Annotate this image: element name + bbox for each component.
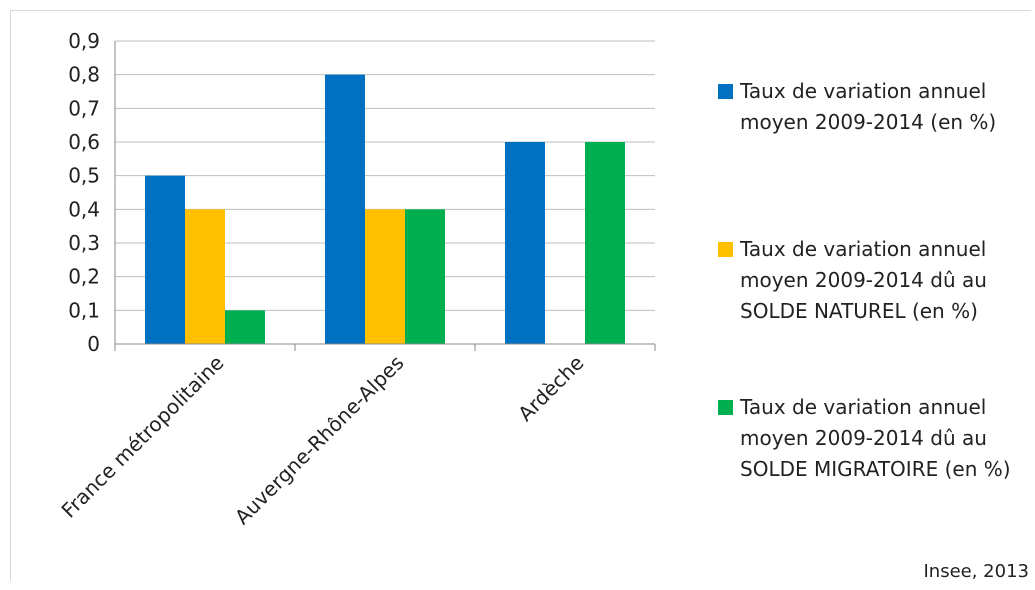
y-tick-labels: 0 0,1 0,2 0,3 0,4 0,5 0,6 0,7 0,8 0,9: [68, 29, 100, 356]
bar-series-2-0: [185, 209, 225, 344]
y-tick-label: 0: [87, 332, 100, 356]
legend-swatch-yellow: [718, 242, 733, 257]
bar-series-1-1: [325, 74, 365, 345]
y-tick-label: 0,6: [68, 130, 100, 154]
bars: [145, 74, 625, 345]
x-tick-label: Auvergne-Rhône-Alpes: [230, 351, 409, 530]
legend-item-series-2: Taux de variation annuel moyen 2009-2014…: [718, 234, 1035, 327]
axes: [114, 41, 656, 351]
legend-label-series-3: Taux de variation annuel moyen 2009-2014…: [740, 395, 1011, 481]
bar-series-3-1: [405, 209, 445, 344]
legend-label-series-1: Taux de variation annuel moyen 2009-2014…: [740, 79, 997, 134]
chart-frame: [10, 10, 1031, 581]
y-tick-label: 0,8: [68, 63, 100, 87]
x-tick-label: France métropolitaine: [57, 351, 229, 523]
source-label: Insee, 2013: [923, 561, 1030, 582]
bar-series-3-2: [585, 142, 625, 344]
legend-item-series-1: Taux de variation annuel moyen 2009-2014…: [718, 76, 1035, 138]
y-tick-label: 0,3: [68, 231, 100, 255]
bar-series-1-2: [505, 142, 545, 344]
legend-swatch-green: [718, 400, 733, 415]
legend-item-series-3: Taux de variation annuel moyen 2009-2014…: [718, 392, 1035, 485]
y-tick-label: 0,2: [68, 265, 100, 289]
y-tick-label: 0,9: [68, 29, 100, 53]
bar-series-1-0: [145, 175, 185, 344]
y-tick-label: 0,1: [68, 298, 100, 322]
bar-series-2-1: [365, 209, 405, 344]
y-tick-label: 0,4: [68, 197, 100, 221]
y-tick-label: 0,7: [68, 96, 100, 120]
y-tick-label: 0,5: [68, 164, 100, 188]
legend-swatch-blue: [718, 84, 733, 99]
legend-label-series-2: Taux de variation annuel moyen 2009-2014…: [740, 237, 987, 323]
bar-series-3-0: [225, 310, 265, 344]
x-tick-labels: France métropolitaine Auvergne-Rhône-Alpe…: [57, 351, 589, 530]
x-tick-label: Ardèche: [513, 351, 588, 426]
